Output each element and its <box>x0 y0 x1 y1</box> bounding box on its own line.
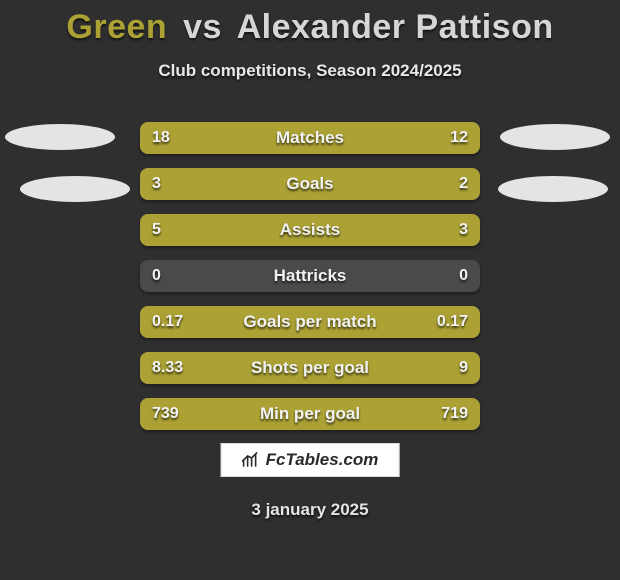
watermark-text: FcTables.com <box>266 450 379 470</box>
page-title: Green vs Alexander Pattison <box>0 0 620 47</box>
stat-label: Goals <box>140 168 480 200</box>
stat-row: 53Assists <box>140 214 480 246</box>
stat-row: 8.339Shots per goal <box>140 352 480 384</box>
vs-label: vs <box>183 8 222 46</box>
avatar-ellipse-right <box>498 176 608 202</box>
chart-icon <box>242 452 260 468</box>
comparison-widget: Green vs Alexander Pattison Club competi… <box>0 0 620 580</box>
stat-row: 739719Min per goal <box>140 398 480 430</box>
stat-label: Goals per match <box>140 306 480 338</box>
stat-label: Min per goal <box>140 398 480 430</box>
stat-row: 00Hattricks <box>140 260 480 292</box>
stat-label: Shots per goal <box>140 352 480 384</box>
subtitle: Club competitions, Season 2024/2025 <box>0 61 620 81</box>
player1-name: Green <box>66 8 167 46</box>
stat-label: Hattricks <box>140 260 480 292</box>
stat-row: 1812Matches <box>140 122 480 154</box>
avatar-ellipse-left <box>5 124 115 150</box>
watermark: FcTables.com <box>221 443 400 477</box>
stat-label: Assists <box>140 214 480 246</box>
date-label: 3 january 2025 <box>0 500 620 520</box>
avatar-ellipse-right <box>500 124 610 150</box>
player2-name: Alexander Pattison <box>237 8 554 46</box>
stat-row: 0.170.17Goals per match <box>140 306 480 338</box>
stat-row: 32Goals <box>140 168 480 200</box>
avatar-ellipse-left <box>20 176 130 202</box>
stat-label: Matches <box>140 122 480 154</box>
comparison-chart: 1812Matches 32Goals 53Assists 00Hattricks 0.… <box>140 122 480 444</box>
